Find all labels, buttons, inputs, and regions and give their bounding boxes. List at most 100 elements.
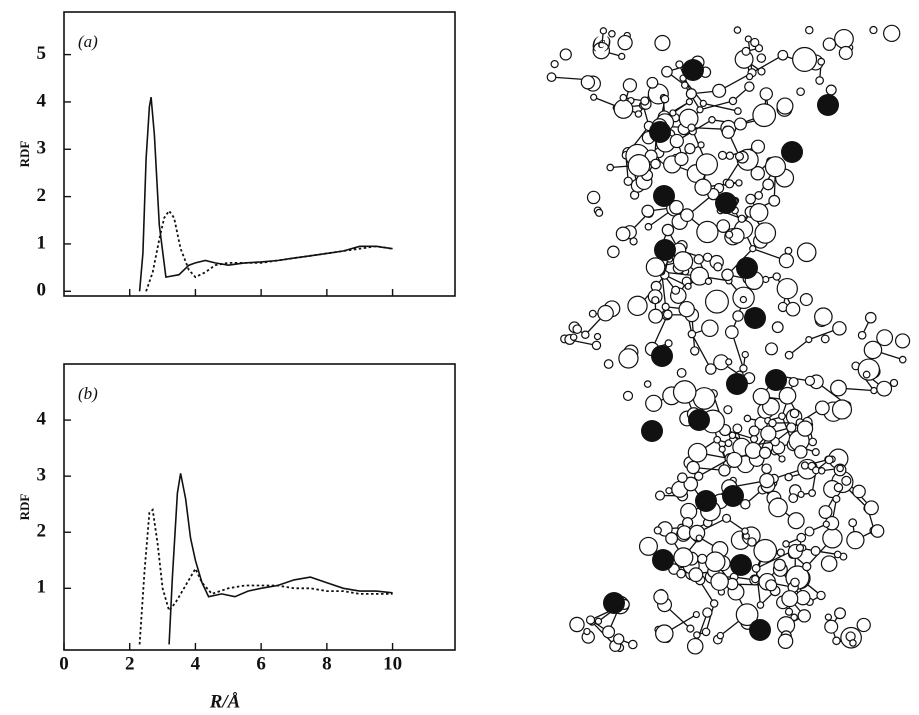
atom [696, 220, 719, 244]
atom [641, 204, 655, 218]
atom [728, 96, 738, 106]
atom [788, 376, 799, 388]
y-tick-label: 1 [37, 232, 47, 253]
y-tick-label: 2 [37, 185, 47, 206]
atom [772, 272, 781, 281]
atom [654, 34, 671, 52]
ion [651, 345, 673, 367]
atom [671, 285, 681, 295]
atom [876, 329, 894, 347]
x-tick-label: 4 [191, 653, 201, 674]
atom [702, 252, 713, 263]
atom [718, 464, 731, 477]
atom [546, 72, 557, 83]
atom [824, 619, 839, 634]
atom [653, 589, 669, 605]
atom [733, 117, 747, 131]
atom [870, 386, 878, 395]
atom [869, 25, 878, 35]
atom [644, 222, 653, 231]
atom [822, 37, 837, 51]
atom [603, 359, 614, 369]
atom [701, 627, 711, 637]
atom [773, 558, 786, 572]
atom [846, 531, 865, 550]
atom [684, 282, 692, 290]
atom [717, 150, 728, 160]
atom [778, 253, 795, 269]
atom [572, 324, 583, 334]
atom [792, 46, 818, 72]
atom [745, 193, 757, 205]
atom [675, 60, 684, 69]
atom [863, 500, 879, 516]
atom [753, 538, 778, 563]
atom [776, 548, 785, 557]
atom [787, 512, 805, 530]
atom [726, 451, 743, 468]
atom [737, 214, 746, 223]
atom [559, 48, 572, 61]
atom [688, 567, 704, 583]
rdf-line [138, 508, 393, 645]
ion [722, 485, 744, 507]
atom [721, 125, 735, 139]
atom [741, 46, 751, 56]
atom [768, 497, 788, 518]
atom [732, 310, 744, 322]
atom [655, 624, 674, 643]
atom [796, 420, 814, 437]
atom [744, 441, 762, 459]
atom [697, 553, 708, 565]
atom [687, 442, 708, 463]
atom [672, 380, 697, 404]
atom [830, 379, 847, 397]
atom [728, 431, 737, 440]
atom [674, 151, 689, 167]
atom [704, 289, 729, 314]
atom [778, 386, 797, 405]
atom [745, 73, 754, 81]
atom [833, 550, 842, 559]
panel-label: (a) [78, 32, 98, 51]
atom [805, 25, 814, 35]
atom [788, 493, 799, 504]
y-axis-label: RDF [17, 494, 32, 521]
atom [680, 208, 694, 223]
atom [646, 76, 659, 89]
atom [818, 505, 833, 519]
atom [786, 422, 797, 433]
atom [789, 408, 800, 419]
atom [654, 490, 666, 501]
atom [781, 590, 799, 608]
atom [876, 380, 893, 397]
y-tick-label: 2 [37, 521, 47, 542]
plot-frame [63, 11, 456, 297]
atom [645, 394, 663, 412]
bond [691, 333, 712, 370]
atom [693, 254, 705, 265]
atom [752, 387, 771, 406]
atom [802, 561, 812, 572]
atom [590, 93, 598, 101]
atom [759, 472, 775, 489]
atom [750, 139, 766, 154]
atom [701, 319, 719, 338]
atom [750, 37, 760, 48]
atom [748, 425, 760, 437]
x-tick-label: 0 [59, 653, 69, 674]
atom [586, 190, 601, 205]
atom [634, 110, 643, 118]
x-tick-label: 8 [322, 653, 332, 674]
atom [595, 208, 604, 217]
ion [649, 121, 671, 143]
atom [693, 631, 701, 639]
atom [650, 158, 661, 170]
atom [734, 151, 745, 161]
atom [754, 222, 777, 244]
atom [754, 191, 764, 200]
atom [836, 464, 844, 473]
atom [794, 445, 808, 459]
atom [735, 179, 743, 187]
atom [606, 163, 615, 172]
